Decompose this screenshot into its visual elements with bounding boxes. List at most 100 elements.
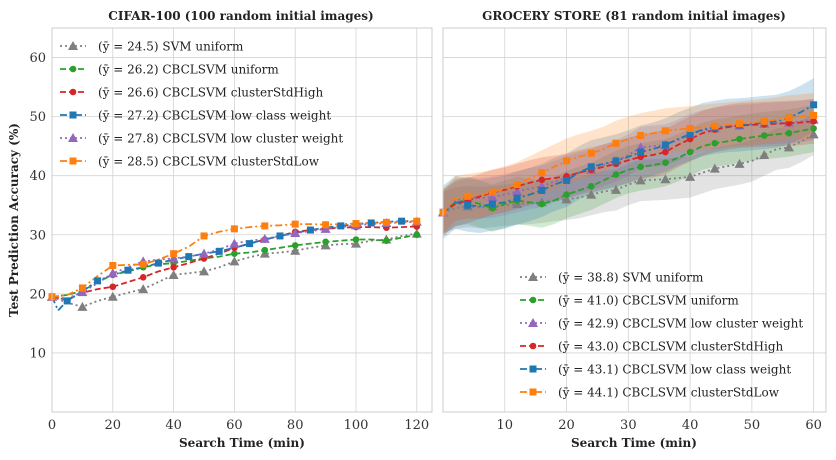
point-cbclsvm-low-cluster-weight-cifar xyxy=(199,248,209,258)
x-tick-label-grocery: 60 xyxy=(805,418,822,433)
point-svm-uniform-grocery xyxy=(808,129,819,139)
point-cbclsvm-clusterstdlow-cifar xyxy=(230,225,238,233)
y-tick-label-cifar: 10 xyxy=(29,346,46,361)
point-svm-uniform-grocery xyxy=(759,150,770,160)
point-cbclsvm-clusterstdhigh-grocery xyxy=(662,148,669,156)
legend-marker-cbclsvm-clusterstdhigh xyxy=(69,88,77,96)
series-line-svm-uniform-grocery xyxy=(442,133,815,214)
series-line-cbclsvm-clusterstdhigh-grocery xyxy=(442,120,814,214)
series-line-cbclsvm-low-class-weight-cifar xyxy=(51,220,417,312)
chart-title-cifar: CIFAR-100 (100 random initial images) xyxy=(108,9,373,23)
legend-marker-cbclsvm-clusterstdlow xyxy=(69,157,77,165)
legend-entry-cbclsvm-clusterstdhigh: (ȳ = 43.0) CBCLSVM clusterStdHigh xyxy=(558,340,784,354)
point-cbclsvm-clusterstdhigh-grocery xyxy=(785,119,793,127)
point-cbclsvm-low-class-weight-cifar xyxy=(367,219,375,227)
point-svm-uniform-grocery xyxy=(635,175,646,185)
point-cbclsvm-low-class-weight-cifar xyxy=(94,277,102,285)
point-cbclsvm-low-class-weight-cifar xyxy=(124,266,132,274)
point-cbclsvm-clusterstdlow-cifar xyxy=(170,250,178,258)
point-cbclsvm-clusterstdlow-cifar xyxy=(200,232,208,240)
point-cbclsvm-uniform-cifar xyxy=(231,250,238,257)
y-tick-label-cifar: 20 xyxy=(29,287,46,302)
point-cbclsvm-uniform-cifar xyxy=(291,242,299,249)
point-cbclsvm-low-class-weight-grocery xyxy=(810,101,818,109)
point-svm-uniform-grocery xyxy=(610,184,621,194)
point-cbclsvm-uniform-grocery xyxy=(637,163,644,171)
legend-marker-cbclsvm-low-class-weight xyxy=(529,365,537,373)
point-cbclsvm-clusterstdlow-cifar xyxy=(78,284,86,292)
point-svm-uniform-cifar xyxy=(229,256,240,266)
point-cbclsvm-low-class-weight-cifar xyxy=(398,217,406,225)
x-tick-label-cifar: 80 xyxy=(287,418,304,433)
legend-entry-cbclsvm-uniform: (ȳ = 41.0) CBCLSVM uniform xyxy=(558,294,739,308)
point-svm-uniform-cifar xyxy=(168,269,179,279)
legend-entry-svm-uniform: (ȳ = 24.5) SVM uniform xyxy=(98,40,244,54)
point-svm-uniform-cifar xyxy=(199,266,209,276)
legend-grocery: (ȳ = 38.8) SVM uniform (ȳ = 41.0) CBCLSVM… xyxy=(520,271,803,400)
point-cbclsvm-clusterstdhigh-cifar xyxy=(139,274,147,281)
point-cbclsvm-low-class-weight-grocery xyxy=(513,194,521,202)
point-cbclsvm-low-class-weight-cifar xyxy=(276,232,284,240)
y-axis-label-cifar: Test Prediction Accuracy (%) xyxy=(7,123,21,317)
point-cbclsvm-low-class-weight-grocery xyxy=(563,176,571,184)
point-cbclsvm-uniform-grocery xyxy=(785,129,793,137)
point-cbclsvm-clusterstdlow-grocery xyxy=(464,192,472,200)
point-cbclsvm-clusterstdlow-cifar xyxy=(322,221,330,229)
x-tick-label-grocery: 40 xyxy=(682,418,699,433)
point-cbclsvm-clusterstdlow-grocery xyxy=(661,127,669,135)
legend-marker-cbclsvm-uniform xyxy=(529,296,537,304)
point-cbclsvm-clusterstdlow-grocery xyxy=(637,132,645,140)
point-cbclsvm-clusterstdlow-cifar xyxy=(261,222,269,230)
point-cbclsvm-clusterstdlow-cifar xyxy=(109,261,117,269)
point-cbclsvm-low-class-weight-cifar xyxy=(154,259,162,267)
point-cbclsvm-uniform-cifar xyxy=(261,246,269,254)
point-cbclsvm-uniform-cifar xyxy=(383,237,390,244)
legend-entry-svm-uniform: (ȳ = 38.8) SVM uniform xyxy=(558,271,704,285)
point-cbclsvm-low-cluster-weight-grocery xyxy=(512,186,523,196)
point-cbclsvm-clusterstdlow-grocery xyxy=(785,114,793,122)
legend-cifar: (ȳ = 24.5) SVM uniform (ȳ = 26.2) CBCLSVM… xyxy=(60,40,343,169)
point-cbclsvm-clusterstdlow-grocery xyxy=(587,149,595,157)
point-svm-uniform-grocery xyxy=(685,171,696,181)
legend-marker-cbclsvm-clusterstdlow xyxy=(529,388,537,396)
point-cbclsvm-uniform-grocery xyxy=(810,125,817,132)
point-cbclsvm-uniform-grocery xyxy=(711,139,719,147)
plot-frame-grocery xyxy=(442,27,827,413)
legend-entry-cbclsvm-uniform: (ȳ = 26.2) CBCLSVM uniform xyxy=(98,63,279,77)
point-svm-uniform-grocery xyxy=(783,142,794,152)
point-cbclsvm-low-class-weight-cifar xyxy=(63,297,71,305)
legend-entry-cbclsvm-clusterstdlow: (ȳ = 44.1) CBCLSVM clusterStdLow xyxy=(558,386,780,400)
legend-entry-cbclsvm-clusterstdlow: (ȳ = 28.5) CBCLSVM clusterStdLow xyxy=(98,155,320,169)
point-cbclsvm-clusterstdlow-cifar xyxy=(382,218,390,226)
legend-entry-cbclsvm-low-cluster-weight: (ȳ = 42.9) CBCLSVM low cluster weight xyxy=(558,317,803,331)
point-svm-uniform-grocery xyxy=(660,174,671,184)
point-cbclsvm-uniform-grocery xyxy=(587,183,595,190)
legend-marker-cbclsvm-uniform xyxy=(69,65,77,73)
point-cbclsvm-low-class-weight-grocery xyxy=(637,148,645,156)
point-cbclsvm-low-class-weight-grocery xyxy=(538,186,546,194)
point-cbclsvm-low-class-weight-grocery xyxy=(587,163,595,171)
legend-marker-cbclsvm-low-cluster-weight xyxy=(68,133,78,142)
point-cbclsvm-low-class-weight-grocery xyxy=(488,200,496,208)
point-cbclsvm-uniform-grocery xyxy=(563,191,570,198)
band-svm-uniform-grocery xyxy=(443,113,814,233)
point-cbclsvm-clusterstdhigh-grocery xyxy=(810,118,817,125)
legend-marker-svm-uniform xyxy=(528,272,538,281)
x-tick-label-grocery: 20 xyxy=(558,418,575,433)
point-cbclsvm-low-class-weight-cifar xyxy=(337,222,345,230)
x-tick-label-cifar: 60 xyxy=(226,418,243,433)
point-cbclsvm-uniform-grocery xyxy=(612,171,620,178)
x-tick-label-grocery: 10 xyxy=(497,418,514,433)
point-cbclsvm-clusterstdlow-grocery xyxy=(563,157,571,165)
legend-marker-cbclsvm-low-cluster-weight xyxy=(528,318,538,327)
point-svm-uniform-cifar xyxy=(138,284,149,294)
point-svm-uniform-grocery xyxy=(709,163,720,173)
band-cbclsvm-low-cluster-weight-grocery xyxy=(443,98,814,234)
point-cbclsvm-clusterstdlow-cifar xyxy=(291,220,299,228)
point-cbclsvm-low-cluster-weight-cifar xyxy=(168,253,179,263)
point-cbclsvm-low-class-weight-cifar xyxy=(306,226,314,234)
point-cbclsvm-low-cluster-weight-cifar xyxy=(229,238,240,248)
series-line-cbclsvm-uniform-grocery xyxy=(442,127,814,214)
legend-entry-cbclsvm-low-class-weight: (ȳ = 27.2) CBCLSVM low class weight xyxy=(98,109,331,123)
